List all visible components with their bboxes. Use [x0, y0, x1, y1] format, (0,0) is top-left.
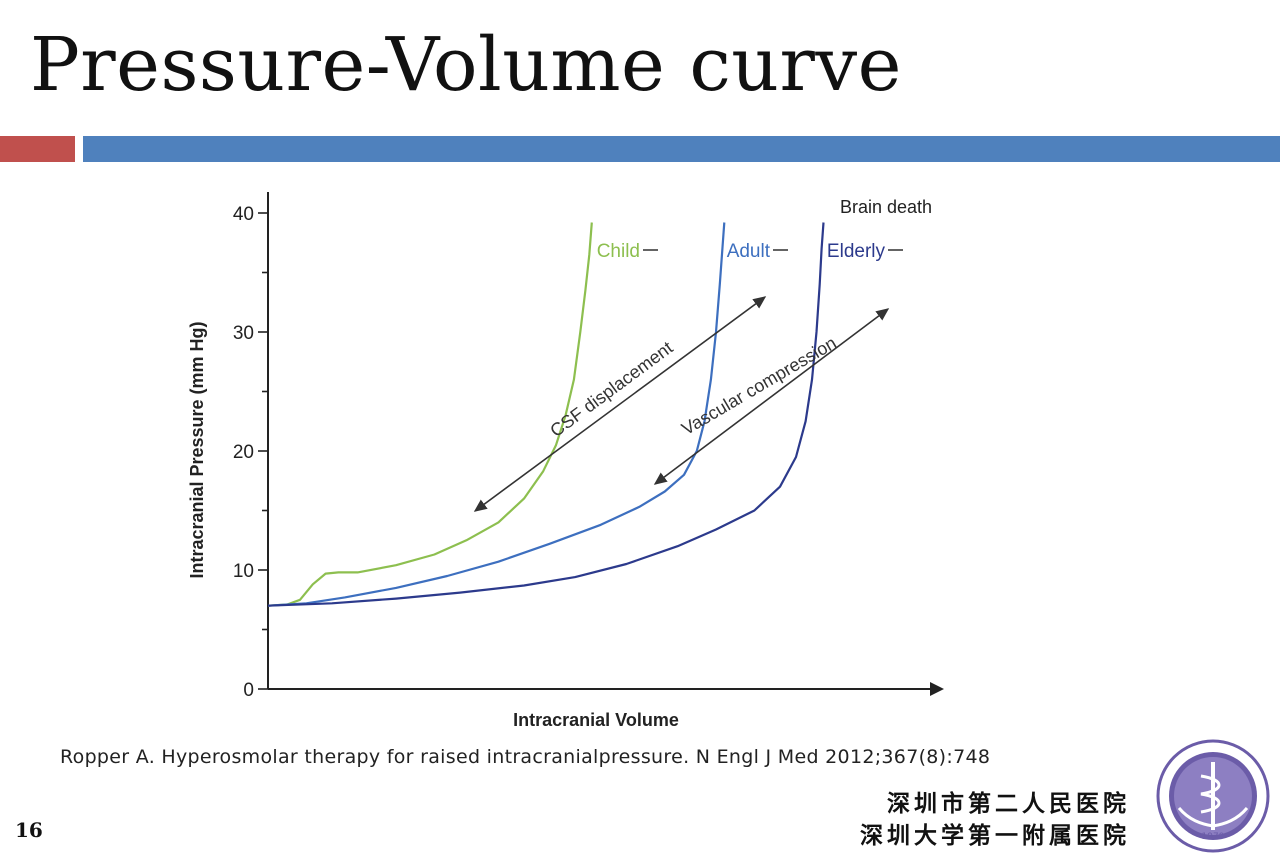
title-accent-bar-red: [0, 136, 75, 162]
series-line-adult: [267, 222, 726, 607]
annotation-vascular-compression: Vascular compression: [678, 333, 840, 439]
series-label-elderly: Elderly: [827, 241, 886, 262]
page-number: 16: [15, 818, 43, 842]
logo-year: 1979: [1202, 832, 1225, 842]
slide-title: Pressure-Volume curve: [30, 22, 902, 108]
x-axis-arrow: [930, 682, 944, 696]
y-tick-label: 10: [233, 561, 254, 582]
series-line-elderly: [267, 222, 825, 607]
y-tick-label: 40: [233, 204, 254, 225]
y-tick-label: 0: [243, 680, 254, 701]
hospital-logo: 1979: [1156, 739, 1270, 853]
annotation-brain-death: Brain death: [840, 197, 932, 217]
y-axis-label: Intracranial Pressure (mm Hg): [187, 321, 207, 578]
hospital-name-2: 深圳大学第一附属医院: [860, 822, 1130, 849]
y-tick-label: 30: [233, 323, 254, 344]
annotation-csf-displacement: CSF displacement: [546, 337, 676, 441]
series-label-adult: Adult: [727, 241, 771, 262]
series-label-child: Child: [597, 241, 640, 262]
y-tick-label: 20: [233, 442, 254, 463]
title-accent-bar-blue: [83, 136, 1280, 162]
series-line-child: [267, 222, 593, 607]
citation: Ropper A. Hyperosmolar therapy for raise…: [60, 746, 991, 768]
hospital-name-1: 深圳市第二人民医院: [887, 790, 1130, 817]
annotation-arrow-vascular-compression: [653, 308, 890, 485]
x-axis-label: Intracranial Volume: [513, 710, 679, 730]
